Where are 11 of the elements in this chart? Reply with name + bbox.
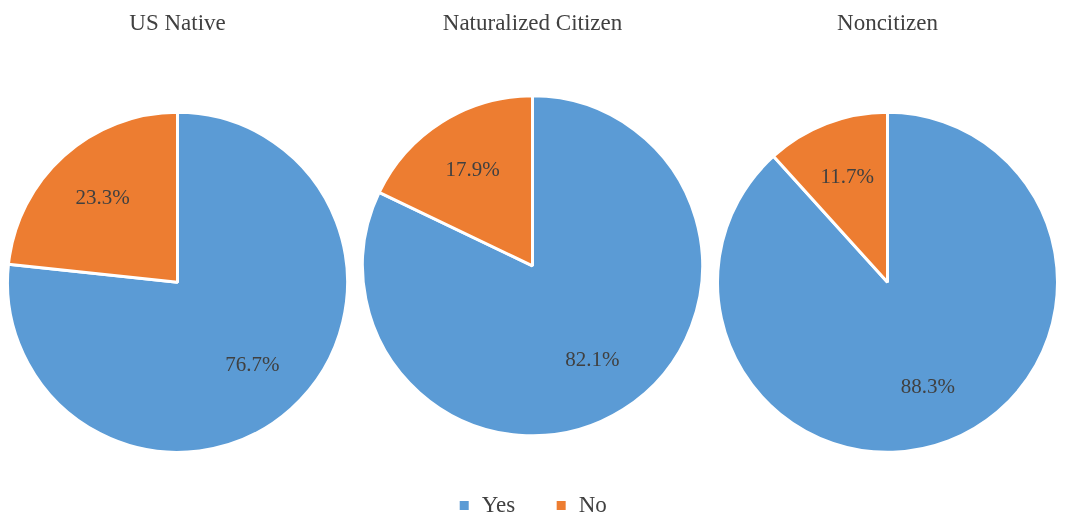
legend-label: No [578,491,607,517]
data-label: 23.3% [75,185,130,210]
data-label: 88.3% [900,373,955,398]
data-label: 82.1% [565,347,620,372]
chart-title: US Native [129,9,226,35]
data-label: 76.7% [225,352,280,377]
data-label: 17.9% [445,157,500,182]
data-label: 11.7% [820,164,874,189]
chart-title: Naturalized Citizen [442,9,623,35]
chart-title: Noncitizen [837,9,939,35]
legend-label: Yes [481,491,516,517]
